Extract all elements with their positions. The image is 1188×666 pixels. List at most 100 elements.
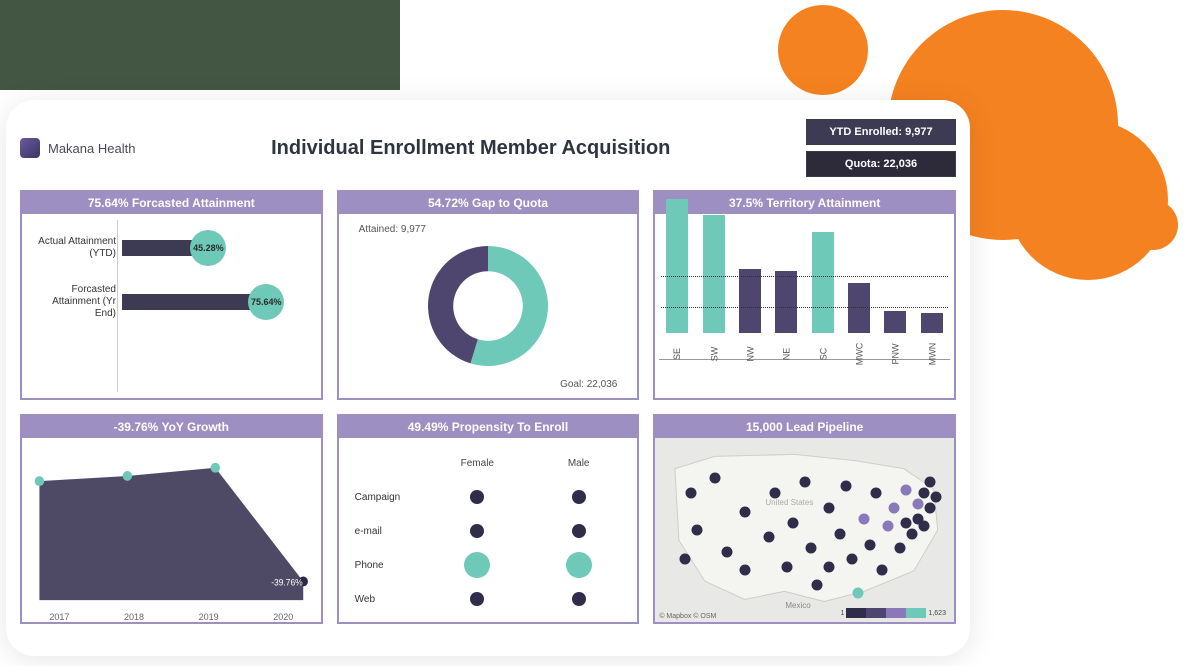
territory-bar-label: SW [709,347,719,362]
territory-bar [812,232,834,333]
map-lead-dot [925,477,936,488]
brand-name: Makana Health [48,141,135,156]
yoy-x-label: 2019 [199,612,219,622]
map-lead-dot [680,554,691,565]
yoy-x-label: 2018 [124,612,144,622]
map-lead-dot [841,480,852,491]
divider-line [117,220,118,392]
propensity-dot [470,592,484,606]
map-lead-dot [835,528,846,539]
map-lead-dot [919,521,930,532]
attainment-value-bubble: 75.64% [248,284,284,320]
panel-propensity-enroll: 49.49% Propensity To Enroll Female Male Ca… [337,414,640,624]
territory-bar [703,215,725,333]
map-lead-dot [865,539,876,550]
map-legend-swatch [906,608,926,618]
propensity-dot [566,552,592,578]
map-lead-dot [901,517,912,528]
map-attribution: © Mapbox © OSM [659,613,716,620]
yoy-point-label: -39.76% [271,577,303,587]
map-lead-dot [907,528,918,539]
reference-line [661,276,948,277]
bg-orange-blob [1128,200,1178,250]
territory-bar [775,271,797,333]
yoy-marker [211,463,220,473]
territory-bar-label: PNW [890,344,900,365]
map-lead-dot [853,587,864,598]
propensity-cell [572,592,586,606]
map-lead-dot [722,547,733,558]
panel-body: Female Male Campaign e-mail Phone Web [339,438,638,624]
territory-bar-col: SE [663,199,691,359]
yoy-area-chart: 23.06% 27.96% -39.76% [30,446,313,614]
map-lead-dot [769,488,780,499]
territory-bar-col: SC [809,232,837,359]
donut-chart [413,231,563,381]
map-lead-dot [739,506,750,517]
territory-bar-col: PNW [881,311,909,359]
panel-title: 15,000 Lead Pipeline [655,416,954,438]
propensity-dot [572,592,586,606]
map-label-mexico: Mexico [785,601,810,610]
propensity-dot [470,490,484,504]
dashboard-container: Makana Health Individual Enrollment Memb… [6,100,970,656]
map-lead-dot [925,502,936,513]
propensity-matrix: Female Male Campaign e-mail Phone Web [347,446,630,616]
map-lead-dot [889,502,900,513]
panel-body: Actual Attainment (YTD)45.28%Forcasted A… [22,214,321,398]
map-lead-dot [781,561,792,572]
page-title: Individual Enrollment Member Acquisition [135,137,806,160]
territory-bar-col: MWN [918,313,946,359]
kpi-quota: Quota: 22,036 [806,151,956,177]
propensity-cell [464,552,490,578]
territory-bar-col: NE [772,271,800,359]
propensity-row-label: e-mail [347,526,382,537]
propensity-row-label: Web [347,594,375,605]
propensity-row-label: Phone [347,560,384,571]
map-lead-dot [823,502,834,513]
yoy-point-label: 27.96% [221,454,250,464]
panel-title: 75.64% Forcasted Attainment [22,192,321,214]
map-lead-dot [913,499,924,510]
propensity-dot [464,552,490,578]
map-lead-dot [763,532,774,543]
kpi-ytd-enrolled: YTD Enrolled: 9,977 [806,119,956,145]
map-lead-dot [710,473,721,484]
attainment-label: Actual Attainment (YTD) [30,236,122,260]
panel-forecasted-attainment: 75.64% Forcasted Attainment Actual Attai… [20,190,323,400]
kpi-stack: YTD Enrolled: 9,977 Quota: 22,036 [806,119,956,177]
attainment-bar-wrap: 45.28% [122,240,313,256]
map-lead-dot [877,565,888,576]
map-lead-dot [739,565,750,576]
brand-logo-icon [20,138,40,158]
map-legend-swatch [866,608,886,618]
map-legend-swatch [886,608,906,618]
map-lead-dot [811,580,822,591]
territory-bar-label: MWN [927,343,937,366]
map-lead-dot [919,488,930,499]
bg-orange-blob [778,5,868,95]
map-lead-dot [859,513,870,524]
reference-line [661,307,948,308]
territory-bar-label: NE [781,348,791,361]
panel-territory-attainment: 37.5% Territory Attainment SESWNWNESCMWC… [653,190,956,400]
panel-yoy-growth: -39.76% YoY Growth 23.06%27.96%-39.76% 2… [20,414,323,624]
propensity-column-header: Male [568,458,590,469]
yoy-x-axis: 2017201820192020 [22,612,321,622]
territory-bar [921,313,943,333]
territory-bar [884,311,906,333]
propensity-column-header: Female [461,458,494,469]
map-lead-dot [901,484,912,495]
bg-green-stripe [0,0,400,90]
panel-title: 49.49% Propensity To Enroll [339,416,638,438]
territory-bar [666,199,688,333]
propensity-row-label: Campaign [347,492,401,503]
yoy-x-label: 2017 [49,612,69,622]
map-label-us: United States [765,498,813,507]
yoy-point-label: 23.06% [133,462,162,472]
territory-bar-label: MWC [854,343,864,366]
panel-title: 54.72% Gap to Quota [339,192,638,214]
map-legend-swatch [846,608,866,618]
territory-bar-label: SE [672,348,682,360]
propensity-cell [566,552,592,578]
